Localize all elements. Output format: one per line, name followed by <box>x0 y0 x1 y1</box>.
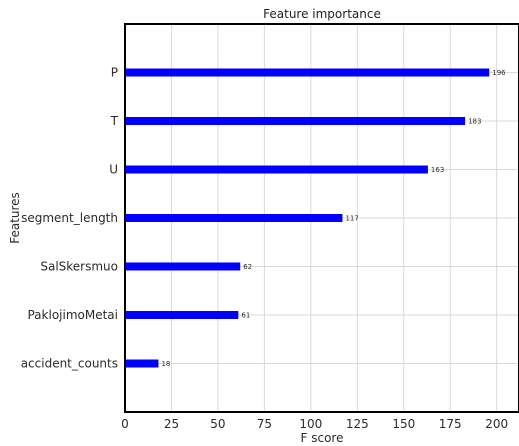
y-axis-label: Features <box>8 192 22 244</box>
x-tick-label: 150 <box>392 417 415 431</box>
bar-value-label: 117 <box>345 215 358 223</box>
bars <box>125 68 490 368</box>
x-tick-label: 75 <box>257 417 272 431</box>
plot-frame <box>124 23 519 413</box>
x-tick-label: 0 <box>121 417 129 431</box>
labels: 0 25 50 75 100 125 150 175 200 P 196 T 183 U 163 segmen… <box>21 66 508 432</box>
bar-value-label: 18 <box>161 360 170 368</box>
x-tick-label: 175 <box>439 417 462 431</box>
x-tick-label: 200 <box>485 417 508 431</box>
y-tick-label: T <box>110 114 119 128</box>
y-tick-label: accident_counts <box>21 357 118 371</box>
x-tick-label: 100 <box>299 417 322 431</box>
bar-value-label: 163 <box>431 166 444 174</box>
y-tick-label: PaklojimoMetai <box>27 308 118 322</box>
bar <box>125 214 343 222</box>
bar-value-label: 61 <box>241 312 250 320</box>
bar <box>125 311 239 319</box>
bar <box>125 262 241 271</box>
y-tick-label: P <box>111 66 118 80</box>
y-tick-label: SalSkersmuo <box>40 260 118 274</box>
x-tick-label: 25 <box>164 417 179 431</box>
bar <box>125 68 490 77</box>
bar-value-label: 196 <box>492 69 506 77</box>
chart-title: Feature importance <box>263 7 381 21</box>
y-tick-label: segment_length <box>21 211 118 225</box>
bar-value-label: 62 <box>243 263 252 271</box>
x-tick-label: 125 <box>346 417 369 431</box>
x-axis-label: F score <box>301 431 344 445</box>
bar-value-label: 183 <box>468 118 481 126</box>
bar <box>125 117 466 125</box>
bar <box>125 165 428 174</box>
y-tick-label: U <box>109 163 118 177</box>
bar <box>125 359 159 368</box>
x-tick-label: 50 <box>210 417 225 431</box>
